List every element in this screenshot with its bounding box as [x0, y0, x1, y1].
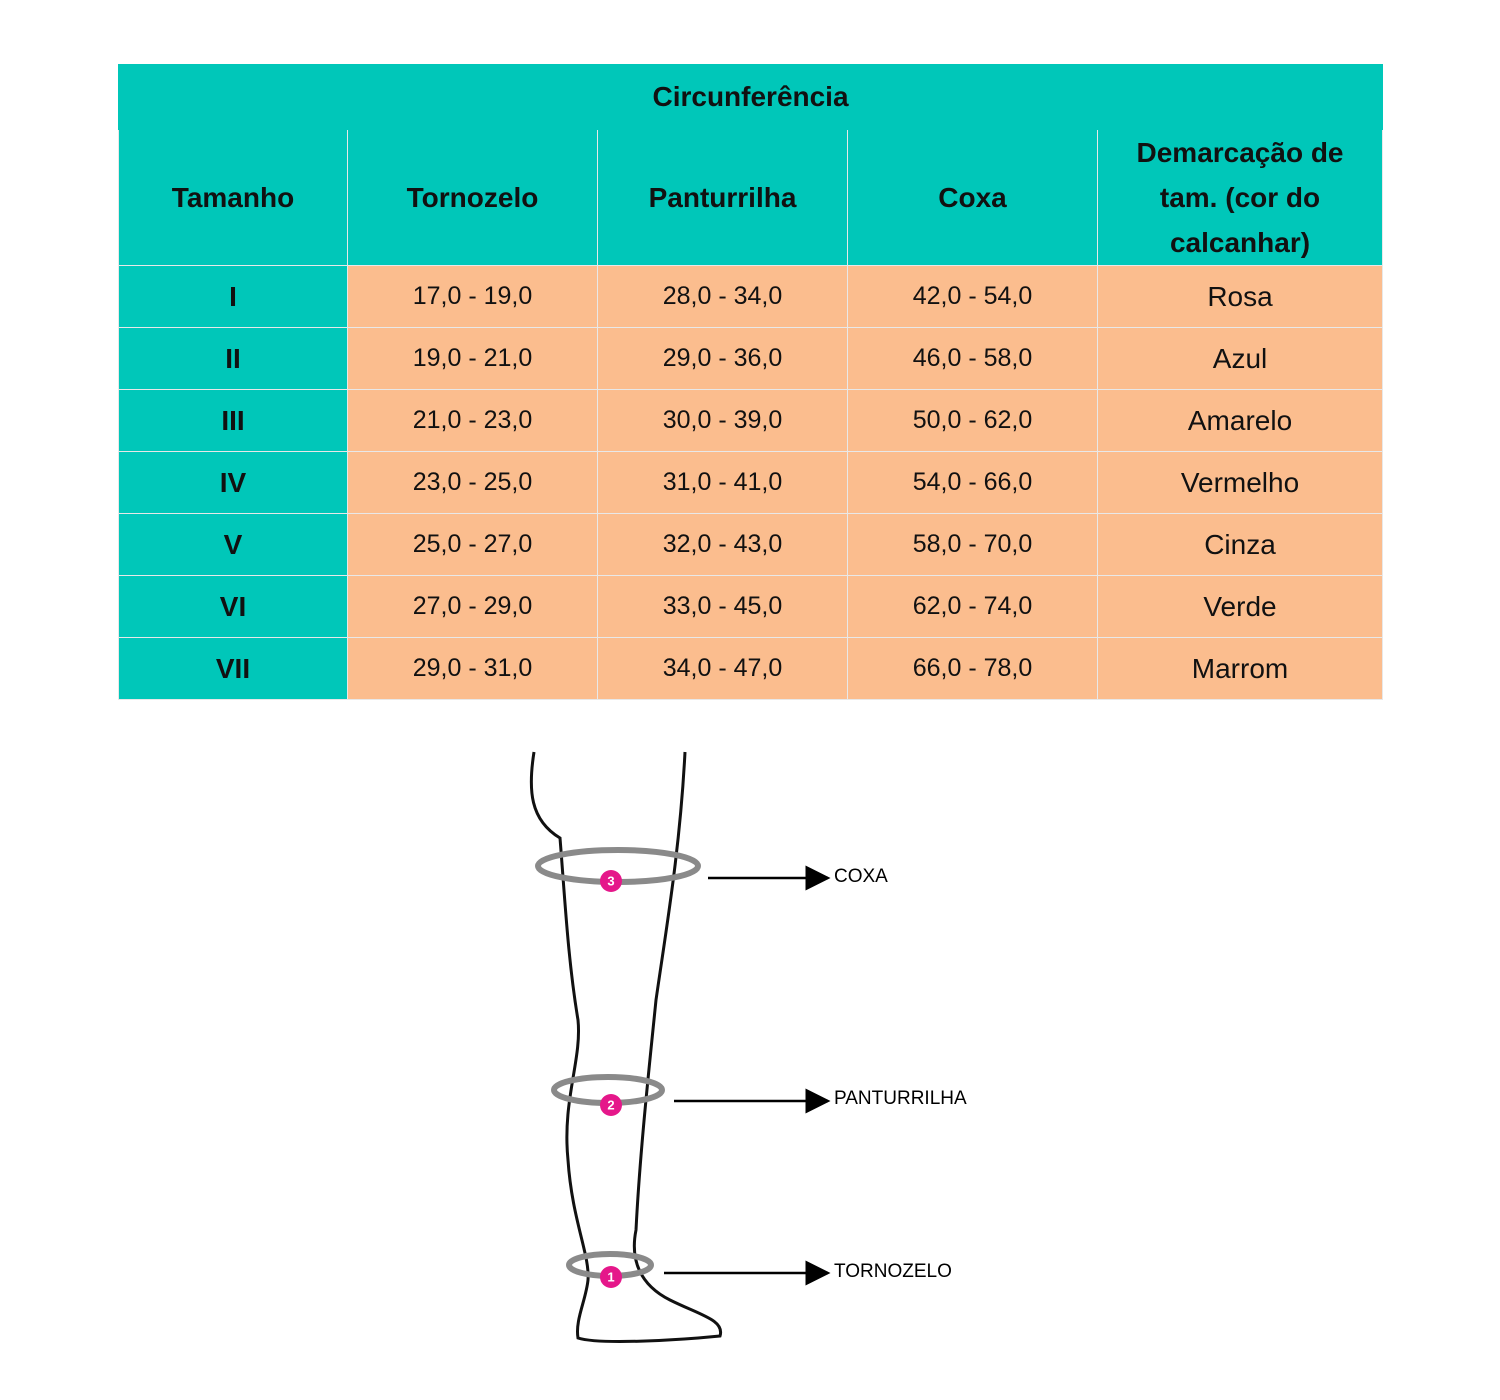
column-header: Demarcação de tam. (cor do calcanhar) [1096, 129, 1384, 266]
table-cell: Verde [1096, 575, 1384, 638]
table-cell: 19,0 - 21,0 [347, 327, 598, 390]
table-cell: IV [118, 451, 348, 514]
table-cell: VI [118, 575, 348, 638]
column-header: Coxa [847, 129, 1098, 266]
table-cell: 27,0 - 29,0 [347, 575, 598, 638]
measure-label: TORNOZELO [834, 1261, 952, 1282]
table-cell: Azul [1096, 327, 1384, 390]
table-cell: 17,0 - 19,0 [347, 265, 598, 328]
table-cell: 50,0 - 62,0 [847, 389, 1098, 452]
table-row: VI 27,0 - 29,0 33,0 - 45,0 62,0 - 74,0 Verde [118, 575, 1384, 638]
table-cell: 25,0 - 27,0 [347, 513, 598, 576]
leg-outline [529, 751, 723, 1343]
table-cell: 21,0 - 23,0 [347, 389, 598, 452]
table-cell: Vermelho [1096, 451, 1384, 514]
marker-dot [600, 1094, 622, 1116]
table-row: IV 23,0 - 25,0 31,0 - 41,0 54,0 - 66,0 Verme… [118, 451, 1384, 514]
table-cell: 28,0 - 34,0 [597, 265, 848, 328]
header-row: Tamanho Tornozelo Panturrilha Coxa Demarcaçã… [118, 129, 1384, 266]
marker-dot [600, 870, 622, 892]
table-cell: 29,0 - 36,0 [597, 327, 848, 390]
table-cell: 66,0 - 78,0 [847, 637, 1098, 700]
table-cell: 32,0 - 43,0 [597, 513, 848, 576]
table-title: Circunferência [117, 64, 1384, 130]
table-row: V 25,0 - 27,0 32,0 - 43,0 58,0 - 70,0 Cinza [118, 513, 1384, 576]
column-header: Tamanho [118, 129, 348, 266]
table-cell: I [118, 265, 348, 328]
table-cell: 62,0 - 74,0 [847, 575, 1098, 638]
marker-number: 3 [607, 873, 614, 888]
table-cell: II [118, 327, 348, 390]
table-cell: 42,0 - 54,0 [847, 265, 1098, 328]
table-cell: 23,0 - 25,0 [347, 451, 598, 514]
table-cell: III [118, 389, 348, 452]
measure-label: COXA [834, 866, 888, 887]
column-header: Tornozelo [347, 129, 598, 266]
marker-dot [600, 1266, 622, 1288]
size-table: Circunferência Tamanho Tornozelo Panturril… [117, 64, 1384, 700]
marker-number: 2 [607, 1097, 614, 1112]
table-cell: Marrom [1096, 637, 1384, 700]
title-row: Circunferência [117, 64, 1384, 130]
measure-label: PANTURRILHA [834, 1088, 967, 1109]
table-cell: Rosa [1096, 265, 1384, 328]
table-cell: 29,0 - 31,0 [347, 637, 598, 700]
table-cell: 33,0 - 45,0 [597, 575, 848, 638]
table-cell: Amarelo [1096, 389, 1384, 452]
table-body: I 17,0 - 19,0 28,0 - 34,0 42,0 - 54,0 Rosa II… [118, 265, 1384, 700]
table-row: I 17,0 - 19,0 28,0 - 34,0 42,0 - 54,0 Rosa [118, 265, 1384, 328]
table-cell: VII [118, 637, 348, 700]
column-header: Panturrilha [597, 129, 848, 266]
table-cell: 46,0 - 58,0 [847, 327, 1098, 390]
table-cell: 30,0 - 39,0 [597, 389, 848, 452]
table-row: II 19,0 - 21,0 29,0 - 36,0 46,0 - 58,0 Azul [118, 327, 1384, 390]
table-cell: 58,0 - 70,0 [847, 513, 1098, 576]
table-cell: 34,0 - 47,0 [597, 637, 848, 700]
table-row: VII 29,0 - 31,0 34,0 - 47,0 66,0 - 78,0 Marr… [118, 637, 1384, 700]
table-cell: 54,0 - 66,0 [847, 451, 1098, 514]
marker-number: 1 [607, 1269, 614, 1284]
table-row: III 21,0 - 23,0 30,0 - 39,0 50,0 - 62,0 Amar… [118, 389, 1384, 452]
